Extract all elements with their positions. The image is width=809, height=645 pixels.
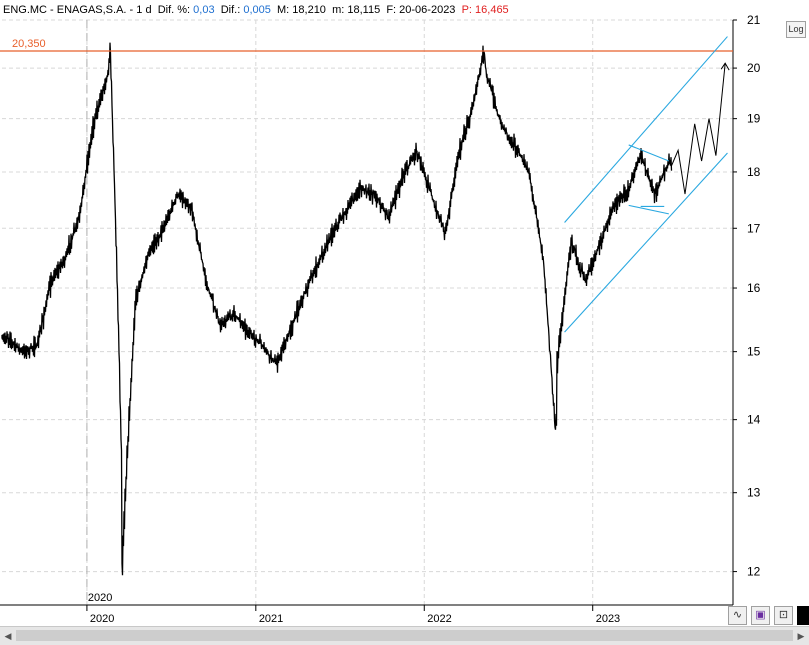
cursor-date-label: 2020 (88, 592, 112, 604)
y-tick-label: 15 (747, 345, 761, 359)
price-line (1, 42, 673, 576)
max-label: M: (276, 4, 290, 16)
y-tick-label: 13 (747, 486, 761, 500)
y-tick-label: 14 (747, 413, 761, 427)
date-label: F: (386, 4, 397, 16)
black-square-icon[interactable] (797, 606, 809, 625)
x-tick-label: 2021 (259, 613, 283, 625)
y-tick-label: 21 (747, 13, 761, 27)
grid (2, 19, 733, 605)
min-value: 18,115 (347, 4, 381, 16)
x-tick-label: 2022 (427, 613, 451, 625)
date-value: 20-06-2023 (399, 4, 456, 16)
projection-arrowhead (720, 62, 730, 71)
channel-lower-line (564, 152, 728, 333)
y-tick-label: 16 (747, 281, 761, 295)
triangle-lower-line (628, 204, 669, 215)
scroll-right-icon[interactable]: ▶ (797, 631, 805, 641)
log-scale-button[interactable]: Log (786, 21, 806, 38)
price-value: 16,465 (475, 4, 509, 16)
y-tick-label: 20 (747, 61, 761, 75)
dif-pct-label: Dif. %: (157, 4, 191, 16)
max-value: 18,210 (292, 4, 326, 16)
dif-value: 0,005 (243, 4, 271, 16)
triangle-upper-line (628, 144, 670, 162)
drawing-overlays[interactable] (0, 36, 733, 333)
interval-label: 1 d (136, 4, 152, 16)
price-label: P (461, 4, 469, 16)
axes (0, 19, 737, 611)
zigzag-icon[interactable]: ∿ (728, 606, 747, 625)
dif-label: Dif.: (220, 4, 241, 16)
x-tick-label: 2023 (596, 613, 620, 625)
pin-icon[interactable]: ⊡ (774, 606, 793, 625)
projection-path (670, 63, 726, 195)
resistance-label: 20,350 (12, 38, 46, 50)
y-tick-label: 18 (747, 165, 761, 179)
min-label: m: (332, 4, 345, 16)
price-series (1, 42, 673, 576)
info-bar: ENG.MC - ENAGAS,S.A. - 1 d Dif. %: 0,03 … (3, 4, 509, 16)
y-tick-label: 19 (747, 112, 761, 126)
save-icon[interactable]: ▣ (751, 606, 770, 625)
horizontal-scrollbar[interactable]: ◀ ▶ (0, 626, 809, 645)
ticker-label: ENG.MC - ENAGAS,S.A. (3, 4, 127, 16)
dif-pct-value: 0,03 (193, 4, 215, 16)
scroll-thumb[interactable] (16, 630, 793, 641)
y-tick-label: 17 (747, 221, 761, 235)
x-tick-label: 2020 (90, 613, 114, 625)
bottom-toolbar: ∿ ▣ ⊡ (728, 606, 809, 626)
scroll-left-icon[interactable]: ◀ (4, 631, 12, 641)
y-tick-label: 12 (747, 565, 761, 579)
channel-upper-line (564, 36, 728, 223)
